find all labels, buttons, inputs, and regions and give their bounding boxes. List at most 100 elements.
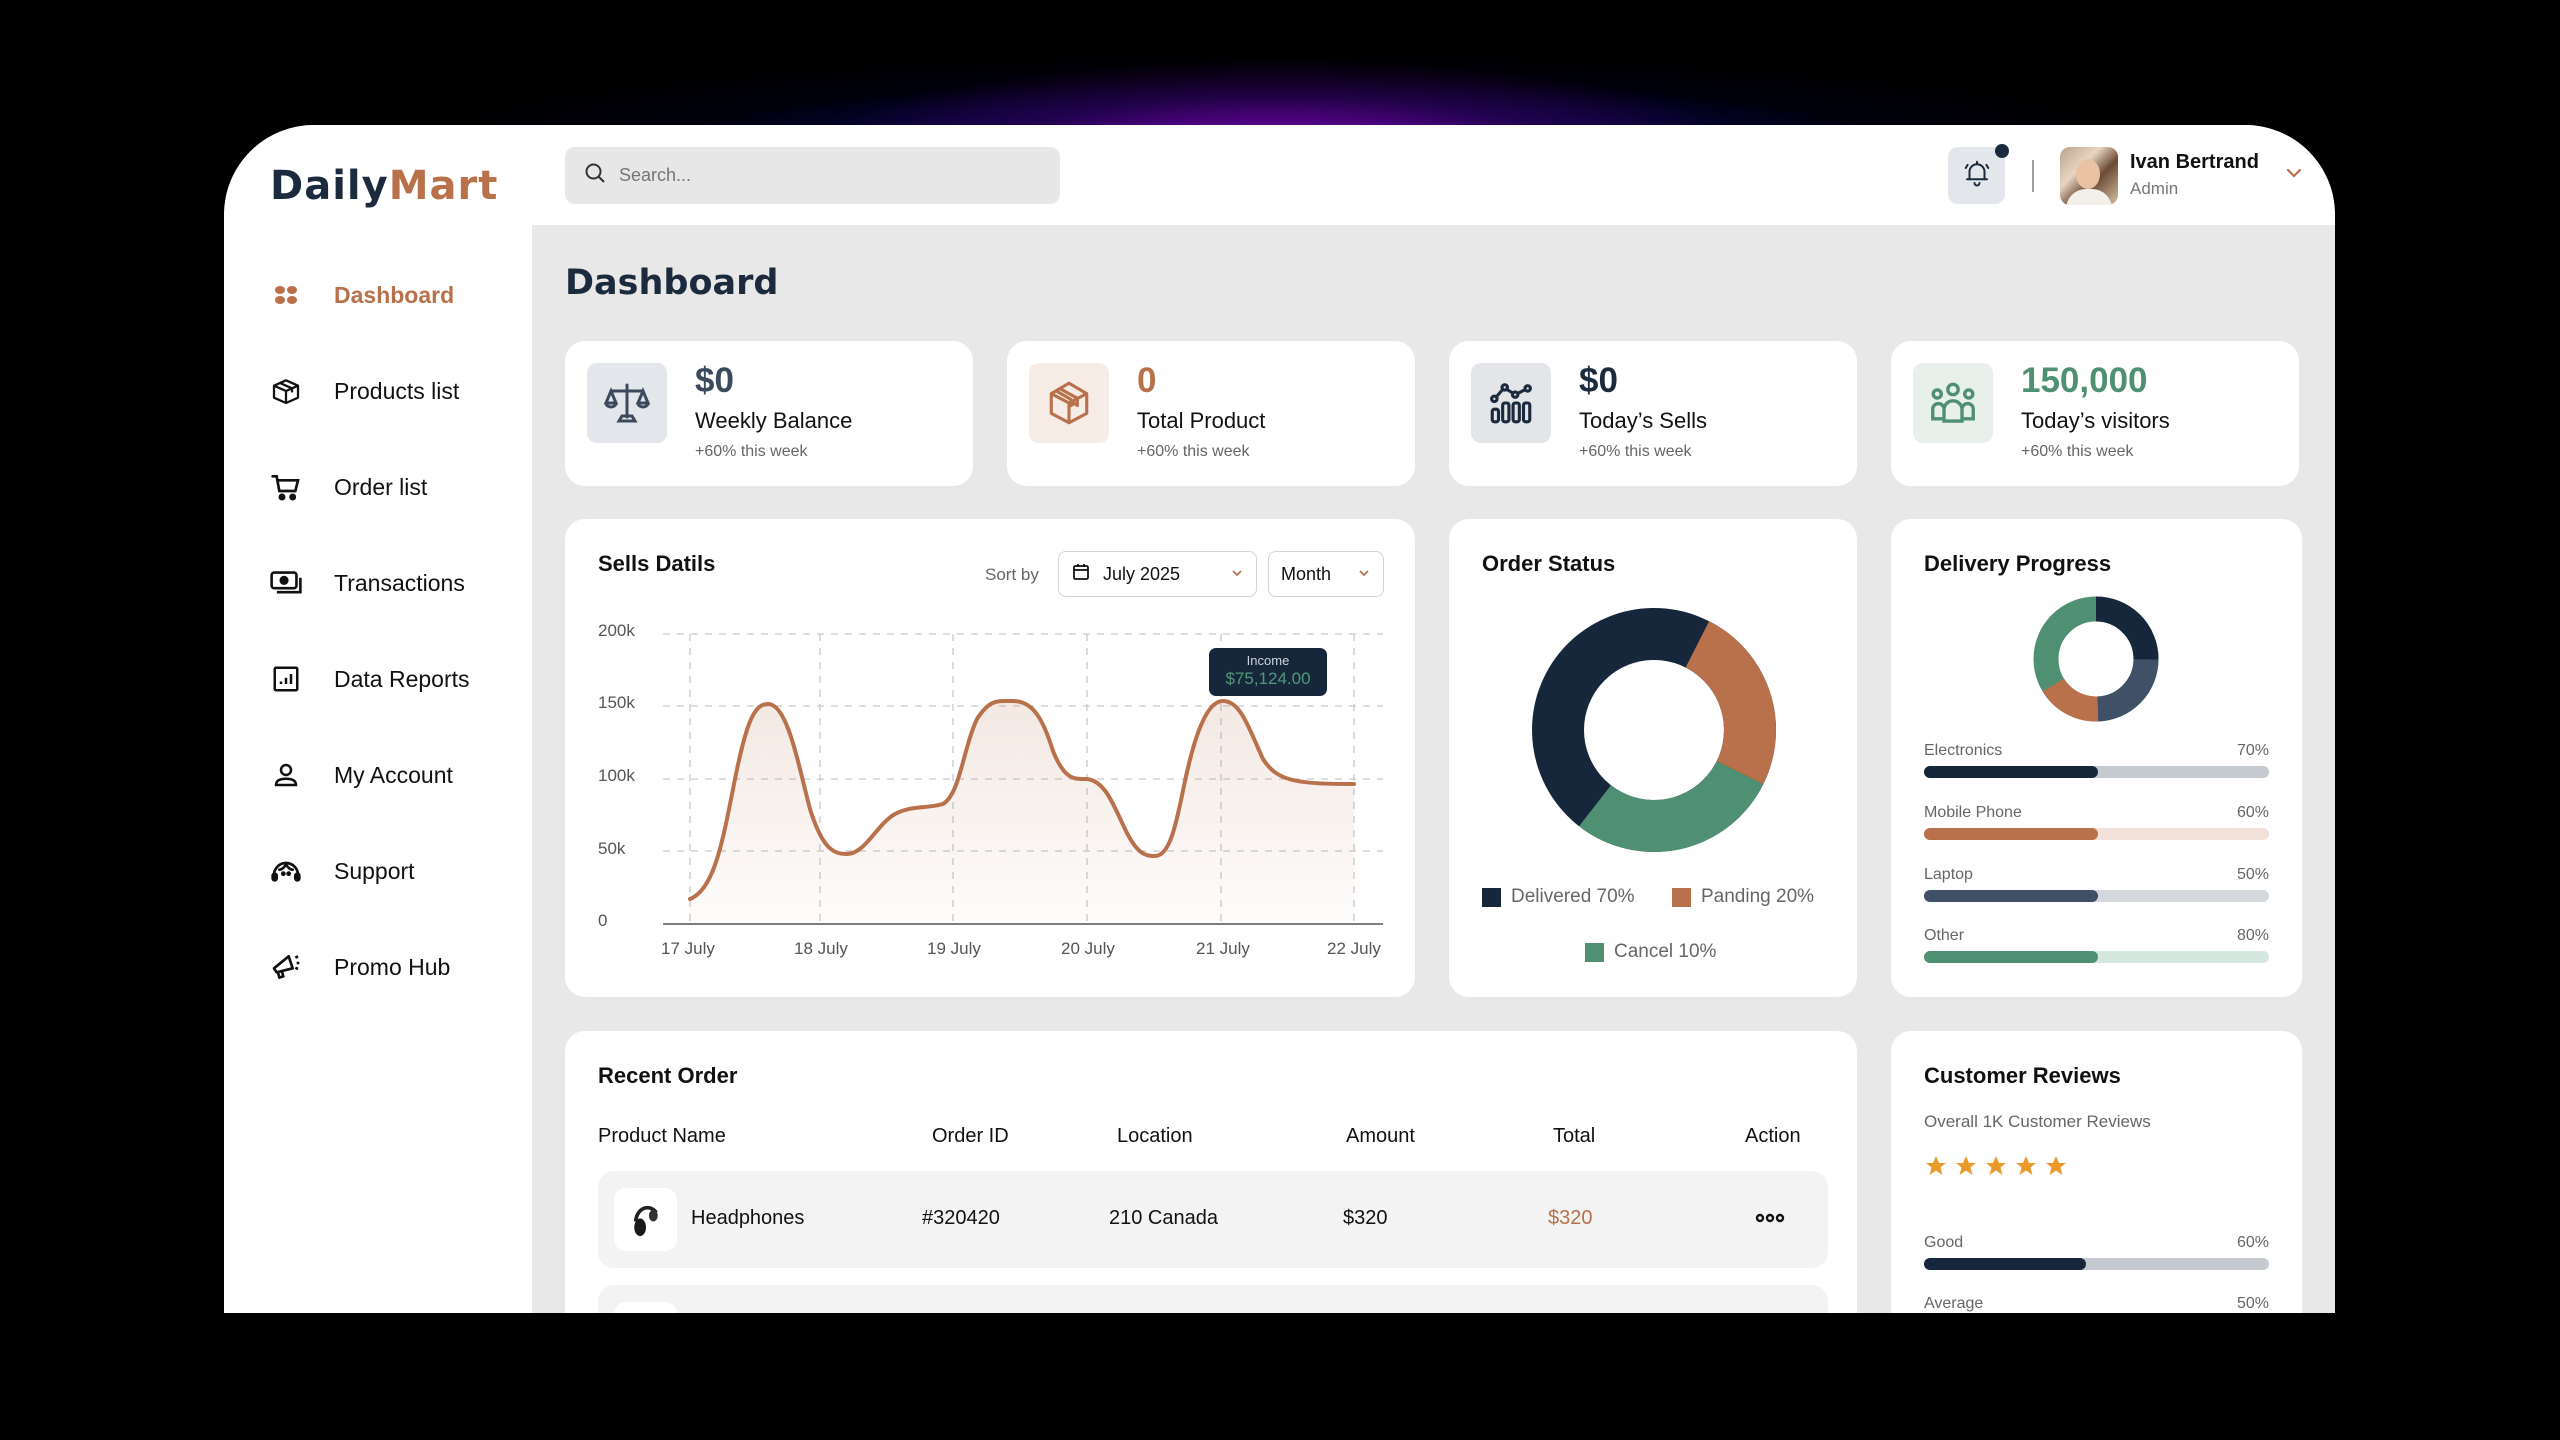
sidebar-item-dashboard[interactable]: Dashboard xyxy=(268,275,454,315)
stat-value: 0 xyxy=(1137,361,1157,400)
table-row[interactable]: Headphones #320420 210 Canada $320 $320 xyxy=(598,1171,1828,1268)
chevron-down-icon xyxy=(1357,564,1371,585)
legend-label: Delivered 70% xyxy=(1511,886,1635,907)
sidebar-item-label: My Account xyxy=(334,761,453,788)
star-icon xyxy=(1926,1156,1946,1175)
total: $320 xyxy=(1548,1207,1593,1229)
legend-pending: Panding 20% xyxy=(1672,886,1814,908)
search-input[interactable] xyxy=(619,165,1019,186)
sidebar-item-products-list[interactable]: Products list xyxy=(268,371,459,411)
sidebar-item-transactions[interactable]: Transactions xyxy=(268,563,465,603)
stat-change: +60% this week xyxy=(1137,443,1250,460)
date-select-value: July 2025 xyxy=(1103,563,1181,584)
sidebar-item-support[interactable]: Support xyxy=(268,851,415,891)
avatar-body xyxy=(2066,189,2112,205)
sidebar-item-label: Dashboard xyxy=(334,281,455,308)
location: 210 Canada xyxy=(1109,1207,1218,1229)
legend-cancel: Cancel 10% xyxy=(1585,941,1716,963)
tooltip-value: $75,124.00 xyxy=(1225,669,1311,688)
legend-swatch xyxy=(1585,942,1604,962)
sidebar-item-order-list[interactable]: Order list xyxy=(268,467,427,507)
product-name: Headphones xyxy=(691,1207,805,1229)
sidebar-item-my-account[interactable]: My Account xyxy=(268,755,453,795)
logo-mart: Mart xyxy=(388,163,499,209)
progress-fill xyxy=(1924,766,2098,778)
sidebar: Dashboard Products list Order list Trans… xyxy=(224,225,532,1313)
report-icon xyxy=(268,661,304,697)
chevron-down-icon[interactable] xyxy=(2284,163,2304,188)
box-icon xyxy=(268,373,304,409)
stat-card-weekly-balance[interactable]: $0 Weekly Balance +60% this week xyxy=(565,341,973,486)
main-content: Dashboard $0 Weekly Balance +60% this we… xyxy=(532,225,2335,1313)
user-role: Admin xyxy=(2130,179,2179,198)
customer-reviews-card: Customer Reviews Overall 1K Customer Rev… xyxy=(1891,1031,2302,1313)
delivery-donut[interactable] xyxy=(2031,594,2161,724)
period-select[interactable]: Month xyxy=(1268,551,1384,597)
column-header[interactable]: Amount xyxy=(1346,1125,1415,1147)
star-icon xyxy=(1986,1156,2006,1175)
scale-icon xyxy=(587,363,667,443)
sidebar-item-label: Products list xyxy=(334,377,460,404)
progress-label: Laptop xyxy=(1924,866,1973,883)
order-status-card: Order Status Delivered 70% Panding 20% C… xyxy=(1449,519,1857,997)
legend-label: Panding 20% xyxy=(1701,886,1815,907)
notification-badge xyxy=(1995,144,2009,158)
sidebar-item-data-reports[interactable]: Data Reports xyxy=(268,659,470,699)
y-tick: 0 xyxy=(598,911,608,930)
x-tick: 22 July xyxy=(1327,939,1381,958)
calendar-icon xyxy=(1071,562,1091,587)
stat-value: $0 xyxy=(1579,361,1618,400)
column-header[interactable]: Location xyxy=(1117,1125,1193,1147)
chart-icon xyxy=(1471,363,1551,443)
avatar-face xyxy=(2076,159,2100,189)
progress-fill xyxy=(1924,828,2098,840)
stat-card-total-product[interactable]: 0 Total Product +60% this week xyxy=(1007,341,1415,486)
progress-label: Other xyxy=(1924,927,1965,944)
top-header: DailyMart Ivan Bertrand Admin xyxy=(224,125,2335,225)
page-title: Dashboard xyxy=(565,263,779,303)
stat-value: $0 xyxy=(695,361,734,400)
date-select[interactable]: July 2025 xyxy=(1058,551,1257,597)
column-header: Action xyxy=(1745,1125,1801,1147)
column-header[interactable]: Product Name xyxy=(598,1125,726,1147)
search-bar[interactable] xyxy=(565,147,1060,204)
sort-label: Sort by xyxy=(985,565,1039,584)
logo[interactable]: DailyMart xyxy=(270,163,498,209)
column-header[interactable]: Total xyxy=(1553,1125,1596,1147)
chart-tooltip: Income $75,124.00 xyxy=(1209,648,1327,696)
bell-icon xyxy=(1962,158,1992,193)
progress-label: Mobile Phone xyxy=(1924,804,2022,821)
review-fill xyxy=(1924,1258,2086,1270)
stat-change: +60% this week xyxy=(695,443,808,460)
stat-card-todays-visitors[interactable]: 150,000 Today’s visitors +60% this week xyxy=(1891,341,2299,486)
progress-track xyxy=(1924,951,2269,963)
more-options-icon[interactable] xyxy=(1755,1211,1785,1229)
y-tick: 200k xyxy=(598,621,635,640)
period-select-value: Month xyxy=(1281,563,1332,584)
stat-change: +60% this week xyxy=(2021,443,2134,460)
order-status-donut[interactable] xyxy=(1531,607,1777,853)
star-rating xyxy=(1924,1154,2068,1178)
card-title: Recent Order xyxy=(598,1063,738,1088)
headset-icon xyxy=(268,853,304,889)
sidebar-item-label: Order list xyxy=(334,473,428,500)
card-title: Customer Reviews xyxy=(1924,1063,2121,1088)
delivery-progress-card: Delivery Progress Electronics 70% Mobile… xyxy=(1891,519,2302,997)
progress-value: 50% xyxy=(2236,866,2269,883)
review-track xyxy=(1924,1258,2269,1270)
sells-area-chart[interactable] xyxy=(565,519,1415,997)
legend-delivered: Delivered 70% xyxy=(1482,886,1635,908)
table-row[interactable] xyxy=(598,1285,1828,1313)
stat-value: 150,000 xyxy=(2021,361,2148,400)
tooltip-label: Income xyxy=(1246,653,1290,668)
progress-value: 80% xyxy=(2236,927,2269,944)
user-name: Ivan Bertrand xyxy=(2130,151,2259,173)
progress-track xyxy=(1924,828,2269,840)
notification-button[interactable] xyxy=(1948,144,2009,204)
legend-swatch xyxy=(1672,887,1691,907)
sidebar-item-promo-hub[interactable]: Promo Hub xyxy=(268,947,450,987)
avatar[interactable] xyxy=(2060,147,2118,205)
stat-card-todays-sells[interactable]: $0 Today’s Sells +60% this week xyxy=(1449,341,1857,486)
sidebar-item-label: Data Reports xyxy=(334,665,470,692)
column-header[interactable]: Order ID xyxy=(932,1125,1009,1147)
